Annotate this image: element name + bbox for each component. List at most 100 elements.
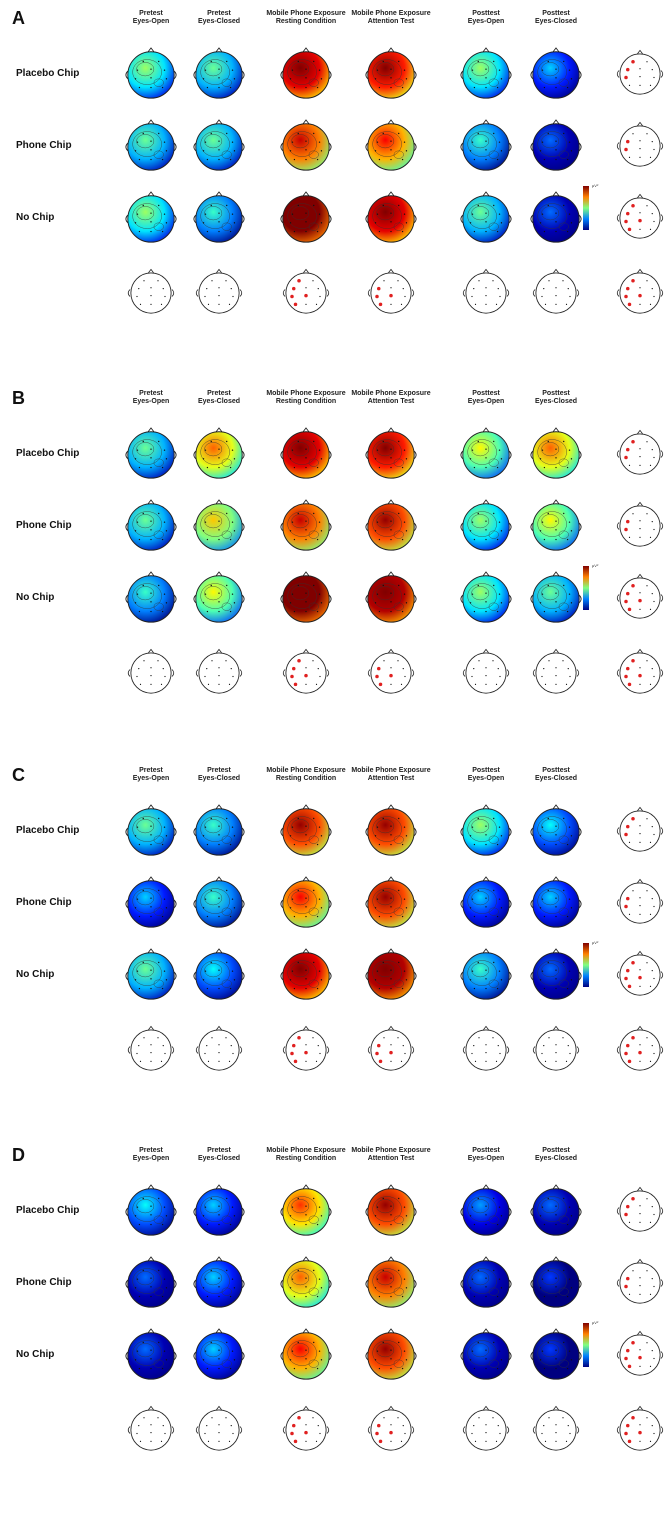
topography-map xyxy=(275,190,337,246)
column-header-line: Eyes-Closed xyxy=(197,18,241,25)
column-header: Posttest Eyes-Open xyxy=(438,1147,534,1163)
significance-head xyxy=(458,1025,514,1075)
column-header-line: Pretest xyxy=(207,767,231,774)
significance-head xyxy=(278,1025,334,1075)
significance-head xyxy=(612,1330,668,1380)
row-label: No Chip xyxy=(16,1349,55,1360)
column-header: Posttest Eyes-Open xyxy=(438,10,534,26)
topography-map xyxy=(188,875,250,931)
topography-map xyxy=(525,426,587,482)
topography-map xyxy=(455,190,517,246)
significance-head xyxy=(363,648,419,698)
column-header-line: Pretest xyxy=(207,390,231,397)
column-header: Pretest Eyes-Closed xyxy=(171,1147,267,1163)
topography-map xyxy=(360,1255,422,1311)
column-header-line: Resting Condition xyxy=(275,398,337,405)
topography-map xyxy=(188,947,250,1003)
significance-head xyxy=(612,268,668,318)
row-label: Phone Chip xyxy=(16,1277,72,1288)
topography-map xyxy=(525,190,587,246)
topography-map xyxy=(275,118,337,174)
topography-map xyxy=(275,1255,337,1311)
column-header-line: Posttest xyxy=(542,767,570,774)
topography-map xyxy=(455,803,517,859)
topography-map xyxy=(120,570,182,626)
topography-map xyxy=(455,498,517,554)
column-header: Mobile Phone Exposure Resting Condition xyxy=(258,10,354,26)
colorbar: μV² xyxy=(583,941,598,987)
significance-head xyxy=(612,1258,668,1308)
panel-c: C Pretest Eyes-Open Pretest Eyes-Closed Mobil… xyxy=(0,765,671,1130)
column-header-line: Eyes-Closed xyxy=(197,775,241,782)
topography-map xyxy=(455,1327,517,1383)
column-header-line: Posttest xyxy=(472,767,500,774)
row-label: Placebo Chip xyxy=(16,1205,80,1216)
topography-map xyxy=(455,46,517,102)
row-label: Phone Chip xyxy=(16,140,72,151)
significance-head xyxy=(612,878,668,928)
topography-map xyxy=(275,875,337,931)
column-header-line: Eyes-Closed xyxy=(534,1155,578,1162)
column-header-line: Mobile Phone Exposure xyxy=(351,390,431,397)
colorbar: μV² xyxy=(583,1321,598,1367)
column-header-line: Eyes-Closed xyxy=(534,775,578,782)
column-header: Mobile Phone Exposure Resting Condition xyxy=(258,1147,354,1163)
column-header-line: Pretest xyxy=(207,1147,231,1154)
topography-map xyxy=(188,498,250,554)
topography-map xyxy=(360,1183,422,1239)
significance-head xyxy=(191,268,247,318)
topography-map xyxy=(455,1255,517,1311)
significance-head xyxy=(528,1405,584,1455)
column-header-line: Pretest xyxy=(139,10,163,17)
significance-head xyxy=(191,1025,247,1075)
topography-map xyxy=(188,570,250,626)
topography-map xyxy=(275,1327,337,1383)
column-header-line: Eyes-Open xyxy=(467,1155,505,1162)
topography-map xyxy=(275,498,337,554)
topography-map xyxy=(360,570,422,626)
column-header-line: Eyes-Closed xyxy=(534,18,578,25)
topography-map xyxy=(188,118,250,174)
column-header-line: Posttest xyxy=(472,10,500,17)
column-header-line: Mobile Phone Exposure xyxy=(351,10,431,17)
significance-head xyxy=(612,1186,668,1236)
column-header-line: Mobile Phone Exposure xyxy=(266,390,346,397)
significance-head xyxy=(191,648,247,698)
column-header: Mobile Phone Exposure Resting Condition xyxy=(258,390,354,406)
topography-map xyxy=(275,1183,337,1239)
topography-map xyxy=(275,46,337,102)
topography-map xyxy=(360,498,422,554)
column-header-line: Eyes-Open xyxy=(132,1155,170,1162)
column-header-line: Mobile Phone Exposure xyxy=(351,1147,431,1154)
column-header-line: Mobile Phone Exposure xyxy=(266,767,346,774)
significance-head xyxy=(612,573,668,623)
column-header-line: Pretest xyxy=(207,10,231,17)
column-header-line: Mobile Phone Exposure xyxy=(351,767,431,774)
topography-map xyxy=(188,1183,250,1239)
colorbar-unit: μV² xyxy=(592,940,599,945)
column-header-line: Attention Test xyxy=(367,18,415,25)
column-header: Posttest Eyes-Open xyxy=(438,767,534,783)
topography-map xyxy=(360,118,422,174)
panel-letter: A xyxy=(12,8,25,28)
topography-map xyxy=(275,426,337,482)
significance-head xyxy=(458,268,514,318)
topography-map xyxy=(525,1327,587,1383)
topography-map xyxy=(120,426,182,482)
significance-head xyxy=(191,1405,247,1455)
topography-map xyxy=(455,875,517,931)
topography-map xyxy=(188,1255,250,1311)
topography-map xyxy=(455,947,517,1003)
topography-map xyxy=(188,46,250,102)
significance-head xyxy=(612,806,668,856)
column-header: Pretest Eyes-Open xyxy=(103,10,199,26)
topography-map xyxy=(120,1327,182,1383)
significance-head xyxy=(528,1025,584,1075)
topography-map xyxy=(275,803,337,859)
column-header-line: Posttest xyxy=(542,10,570,17)
column-header: Pretest Eyes-Closed xyxy=(171,10,267,26)
row-label: Placebo Chip xyxy=(16,448,80,459)
column-header-line: Posttest xyxy=(542,390,570,397)
significance-head xyxy=(363,268,419,318)
topography-map xyxy=(360,947,422,1003)
